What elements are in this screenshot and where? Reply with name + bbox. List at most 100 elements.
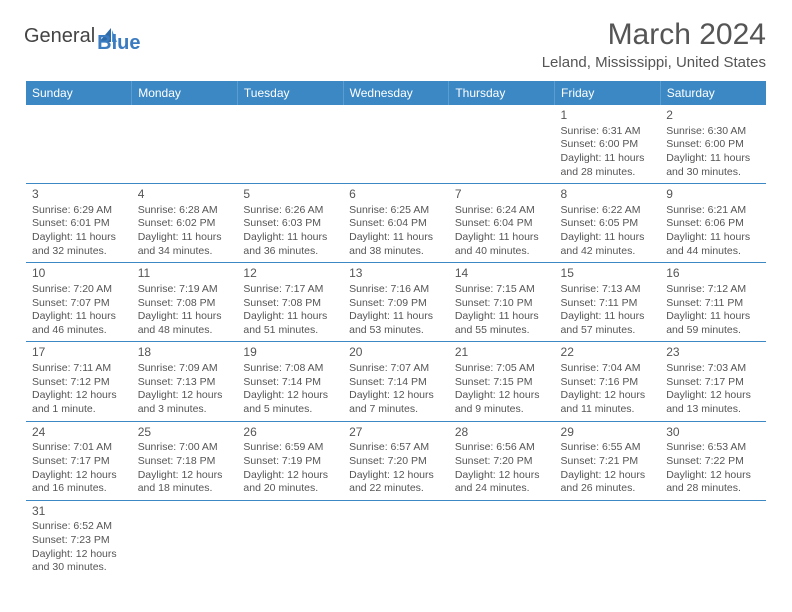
calendar-day-cell: 31Sunrise: 6:52 AMSunset: 7:23 PMDayligh… <box>26 500 132 579</box>
day-detail-line: Sunrise: 6:29 AM <box>32 204 128 218</box>
calendar-empty-cell <box>660 500 766 579</box>
day-detail-line: and 44 minutes. <box>666 245 762 259</box>
day-number: 29 <box>561 425 657 441</box>
day-detail-line: Sunset: 7:16 PM <box>561 376 657 390</box>
calendar-empty-cell <box>132 105 238 184</box>
calendar-day-cell: 24Sunrise: 7:01 AMSunset: 7:17 PMDayligh… <box>26 421 132 500</box>
day-number: 3 <box>32 187 128 203</box>
day-detail-line: Sunset: 7:22 PM <box>666 455 762 469</box>
day-detail-line: Daylight: 11 hours <box>138 310 234 324</box>
day-detail-line: Sunset: 7:12 PM <box>32 376 128 390</box>
day-detail-line: and 20 minutes. <box>243 482 339 496</box>
day-detail-line: Daylight: 11 hours <box>666 231 762 245</box>
day-detail-line: and 40 minutes. <box>455 245 551 259</box>
calendar-week-row: 10Sunrise: 7:20 AMSunset: 7:07 PMDayligh… <box>26 263 766 342</box>
day-detail-line: and 1 minute. <box>32 403 128 417</box>
day-detail-line: Sunrise: 6:31 AM <box>561 125 657 139</box>
day-detail-line: Sunrise: 7:09 AM <box>138 362 234 376</box>
day-detail-line: and 34 minutes. <box>138 245 234 259</box>
day-detail-line: and 22 minutes. <box>349 482 445 496</box>
day-detail-line: Daylight: 11 hours <box>32 310 128 324</box>
calendar-day-cell: 29Sunrise: 6:55 AMSunset: 7:21 PMDayligh… <box>555 421 661 500</box>
day-detail-line: Sunrise: 7:12 AM <box>666 283 762 297</box>
day-detail-line: Sunset: 7:20 PM <box>455 455 551 469</box>
calendar-empty-cell <box>449 500 555 579</box>
day-detail-line: and 28 minutes. <box>666 482 762 496</box>
day-detail-line: Sunrise: 7:16 AM <box>349 283 445 297</box>
calendar-day-cell: 5Sunrise: 6:26 AMSunset: 6:03 PMDaylight… <box>237 184 343 263</box>
day-detail-line: Sunrise: 7:07 AM <box>349 362 445 376</box>
day-detail-line: Sunset: 7:21 PM <box>561 455 657 469</box>
calendar-day-cell: 2Sunrise: 6:30 AMSunset: 6:00 PMDaylight… <box>660 105 766 184</box>
day-detail-line: and 53 minutes. <box>349 324 445 338</box>
day-detail-line: Daylight: 11 hours <box>455 231 551 245</box>
day-detail-line: Sunrise: 6:59 AM <box>243 441 339 455</box>
calendar-day-cell: 21Sunrise: 7:05 AMSunset: 7:15 PMDayligh… <box>449 342 555 421</box>
day-number: 22 <box>561 345 657 361</box>
calendar-body: 1Sunrise: 6:31 AMSunset: 6:00 PMDaylight… <box>26 105 766 579</box>
day-detail-line: Sunset: 7:13 PM <box>138 376 234 390</box>
day-detail-line: Daylight: 11 hours <box>243 231 339 245</box>
day-detail-line: and 30 minutes. <box>666 166 762 180</box>
day-detail-line: Sunset: 7:20 PM <box>349 455 445 469</box>
calendar-empty-cell <box>343 105 449 184</box>
day-detail-line: Sunset: 6:04 PM <box>455 217 551 231</box>
day-detail-line: Daylight: 12 hours <box>138 469 234 483</box>
day-detail-line: Sunset: 6:01 PM <box>32 217 128 231</box>
calendar-day-cell: 26Sunrise: 6:59 AMSunset: 7:19 PMDayligh… <box>237 421 343 500</box>
day-detail-line: Daylight: 12 hours <box>561 469 657 483</box>
day-detail-line: and 36 minutes. <box>243 245 339 259</box>
day-detail-line: and 42 minutes. <box>561 245 657 259</box>
day-number: 7 <box>455 187 551 203</box>
day-detail-line: Sunset: 7:18 PM <box>138 455 234 469</box>
day-number: 24 <box>32 425 128 441</box>
day-number: 2 <box>666 108 762 124</box>
day-detail-line: and 32 minutes. <box>32 245 128 259</box>
day-detail-line: Sunrise: 6:55 AM <box>561 441 657 455</box>
day-detail-line: Daylight: 12 hours <box>32 389 128 403</box>
day-detail-line: Daylight: 12 hours <box>243 389 339 403</box>
logo-suffix: Blue <box>97 32 140 54</box>
day-detail-line: and 9 minutes. <box>455 403 551 417</box>
day-detail-line: Sunset: 6:00 PM <box>666 138 762 152</box>
weekday-header: Monday <box>132 81 238 105</box>
calendar-day-cell: 10Sunrise: 7:20 AMSunset: 7:07 PMDayligh… <box>26 263 132 342</box>
calendar-week-row: 3Sunrise: 6:29 AMSunset: 6:01 PM Daylight… <box>26 184 766 263</box>
day-number: 16 <box>666 266 762 282</box>
day-detail-line: Sunset: 7:11 PM <box>561 297 657 311</box>
day-detail-line: Sunset: 7:08 PM <box>138 297 234 311</box>
day-detail-line: Daylight: 11 hours <box>349 231 445 245</box>
calendar-day-cell: 20Sunrise: 7:07 AMSunset: 7:14 PMDayligh… <box>343 342 449 421</box>
day-detail-line: and 46 minutes. <box>32 324 128 338</box>
day-detail-line: Sunrise: 7:04 AM <box>561 362 657 376</box>
calendar-day-cell: 22Sunrise: 7:04 AMSunset: 7:16 PMDayligh… <box>555 342 661 421</box>
day-detail-line: Sunset: 7:09 PM <box>349 297 445 311</box>
calendar-day-cell: 16Sunrise: 7:12 AMSunset: 7:11 PMDayligh… <box>660 263 766 342</box>
day-number: 30 <box>666 425 762 441</box>
day-detail-line: Daylight: 11 hours <box>666 152 762 166</box>
day-detail-line: and 30 minutes. <box>32 561 128 575</box>
day-detail-line: Sunrise: 6:53 AM <box>666 441 762 455</box>
day-detail-line: and 38 minutes. <box>349 245 445 259</box>
day-detail-line: and 16 minutes. <box>32 482 128 496</box>
day-number: 6 <box>349 187 445 203</box>
day-detail-line: and 55 minutes. <box>455 324 551 338</box>
day-number: 28 <box>455 425 551 441</box>
calendar-day-cell: 4Sunrise: 6:28 AMSunset: 6:02 PMDaylight… <box>132 184 238 263</box>
calendar-week-row: 1Sunrise: 6:31 AMSunset: 6:00 PMDaylight… <box>26 105 766 184</box>
day-number: 14 <box>455 266 551 282</box>
day-detail-line: Sunrise: 6:24 AM <box>455 204 551 218</box>
title-block: March 2024 Leland, Mississippi, United S… <box>542 18 766 71</box>
day-detail-line: Sunrise: 6:22 AM <box>561 204 657 218</box>
day-detail-line: and 11 minutes. <box>561 403 657 417</box>
day-number: 11 <box>138 266 234 282</box>
day-number: 20 <box>349 345 445 361</box>
day-number: 10 <box>32 266 128 282</box>
day-number: 8 <box>561 187 657 203</box>
day-detail-line: Daylight: 12 hours <box>349 389 445 403</box>
calendar-empty-cell <box>237 500 343 579</box>
day-detail-line: Sunset: 7:15 PM <box>455 376 551 390</box>
day-detail-line: and 13 minutes. <box>666 403 762 417</box>
weekday-header: Wednesday <box>343 81 449 105</box>
weekday-header: Friday <box>555 81 661 105</box>
